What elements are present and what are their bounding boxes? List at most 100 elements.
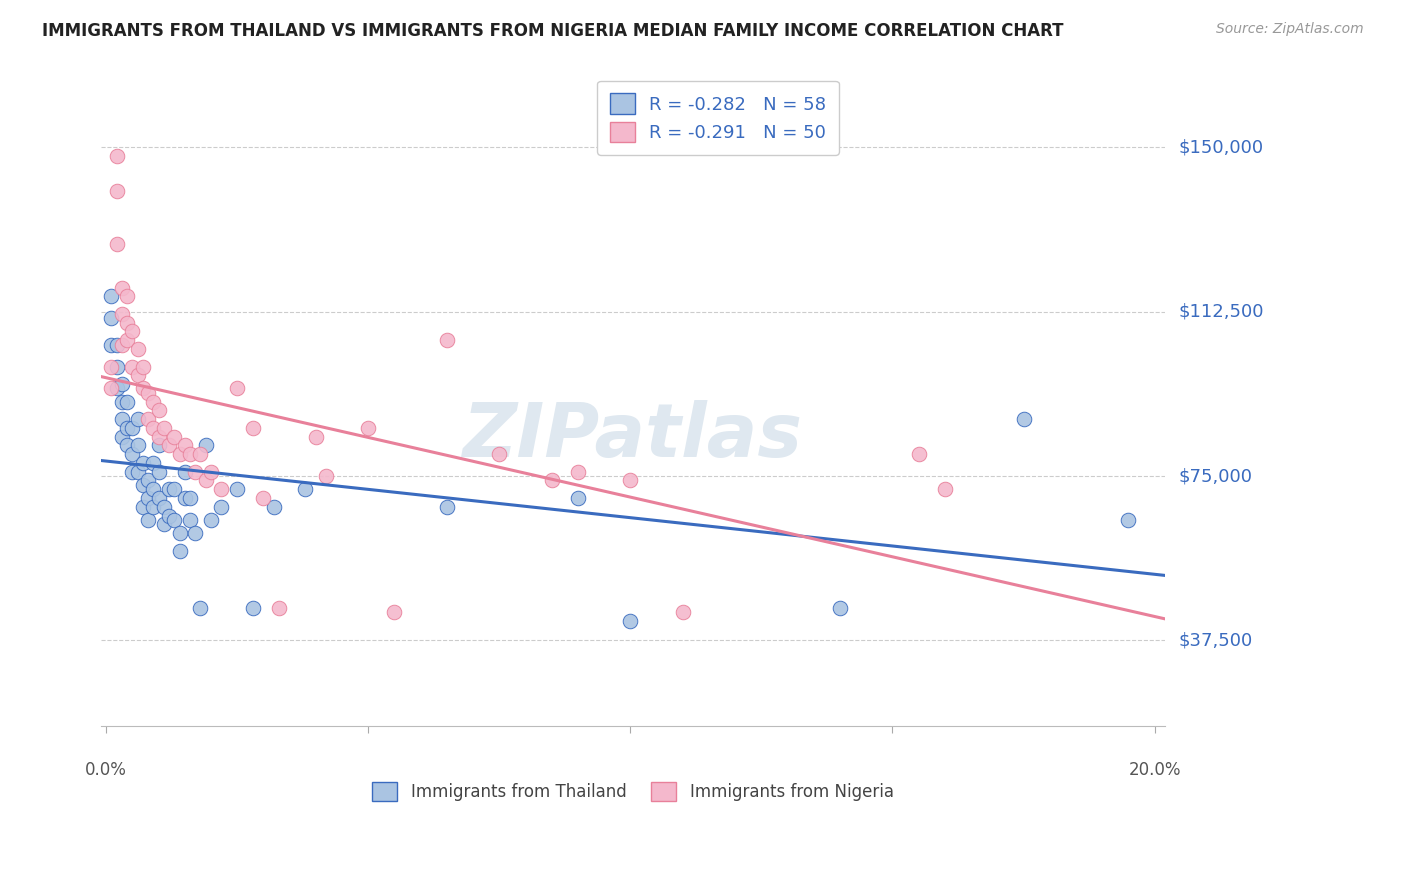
Point	[384, 605, 406, 619]
Point	[121, 465, 143, 479]
Point	[121, 447, 143, 461]
Point	[488, 447, 510, 461]
Point	[294, 482, 316, 496]
Point	[136, 491, 159, 505]
Point	[200, 465, 222, 479]
Point	[111, 307, 134, 321]
Point	[157, 508, 180, 523]
Point	[100, 289, 122, 303]
Point	[163, 482, 186, 496]
Point	[115, 421, 138, 435]
Point	[179, 447, 201, 461]
Point	[148, 465, 170, 479]
Point	[142, 456, 165, 470]
Point	[100, 337, 122, 351]
Point	[142, 394, 165, 409]
Point	[157, 438, 180, 452]
Point	[121, 421, 143, 435]
Text: IMMIGRANTS FROM THAILAND VS IMMIGRANTS FROM NIGERIA MEDIAN FAMILY INCOME CORRELA: IMMIGRANTS FROM THAILAND VS IMMIGRANTS F…	[42, 22, 1064, 40]
Point	[305, 430, 328, 444]
Point	[184, 526, 207, 541]
Point	[121, 325, 143, 339]
Text: $75,000: $75,000	[1180, 467, 1253, 485]
Point	[540, 474, 562, 488]
Point	[115, 316, 138, 330]
Point	[100, 381, 122, 395]
Point	[436, 333, 458, 347]
Point	[127, 412, 149, 426]
Point	[226, 482, 249, 496]
Point	[194, 474, 217, 488]
Point	[152, 517, 174, 532]
Point	[567, 491, 589, 505]
Point	[169, 447, 191, 461]
Point	[226, 381, 249, 395]
Point	[173, 438, 195, 452]
Point	[142, 500, 165, 514]
Point	[190, 447, 212, 461]
Point	[194, 438, 217, 452]
Point	[209, 482, 232, 496]
Text: ZIPatlas: ZIPatlas	[463, 401, 803, 473]
Point	[619, 474, 641, 488]
Point	[907, 447, 929, 461]
Point	[173, 465, 195, 479]
Point	[1118, 513, 1140, 527]
Point	[132, 478, 155, 492]
Point	[436, 500, 458, 514]
Point	[828, 600, 851, 615]
Point	[111, 394, 134, 409]
Point	[142, 482, 165, 496]
Point	[179, 513, 201, 527]
Point	[200, 513, 222, 527]
Point	[315, 469, 337, 483]
Point	[105, 381, 128, 395]
Point	[157, 482, 180, 496]
Point	[619, 614, 641, 628]
Point	[169, 543, 191, 558]
Text: Source: ZipAtlas.com: Source: ZipAtlas.com	[1216, 22, 1364, 37]
Point	[252, 491, 274, 505]
Point	[934, 482, 956, 496]
Point	[132, 500, 155, 514]
Point	[115, 333, 138, 347]
Text: $37,500: $37,500	[1180, 632, 1253, 649]
Point	[242, 600, 264, 615]
Point	[111, 280, 134, 294]
Point	[127, 465, 149, 479]
Point	[111, 412, 134, 426]
Point	[127, 342, 149, 356]
Point	[269, 600, 291, 615]
Legend: Immigrants from Thailand, Immigrants from Nigeria: Immigrants from Thailand, Immigrants fro…	[360, 771, 905, 813]
Point	[105, 149, 128, 163]
Point	[105, 184, 128, 198]
Point	[163, 430, 186, 444]
Point	[127, 438, 149, 452]
Point	[132, 359, 155, 374]
Point	[127, 368, 149, 383]
Point	[111, 430, 134, 444]
Text: 0.0%: 0.0%	[86, 761, 127, 779]
Point	[190, 600, 212, 615]
Point	[148, 438, 170, 452]
Point	[169, 526, 191, 541]
Point	[184, 465, 207, 479]
Point	[115, 394, 138, 409]
Point	[105, 236, 128, 251]
Point	[179, 491, 201, 505]
Point	[148, 491, 170, 505]
Point	[105, 337, 128, 351]
Point	[132, 456, 155, 470]
Point	[136, 385, 159, 400]
Point	[115, 438, 138, 452]
Point	[163, 513, 186, 527]
Point	[132, 381, 155, 395]
Point	[1012, 412, 1035, 426]
Point	[152, 421, 174, 435]
Point	[672, 605, 695, 619]
Point	[357, 421, 380, 435]
Point	[100, 311, 122, 326]
Point	[115, 289, 138, 303]
Point	[121, 359, 143, 374]
Point	[263, 500, 285, 514]
